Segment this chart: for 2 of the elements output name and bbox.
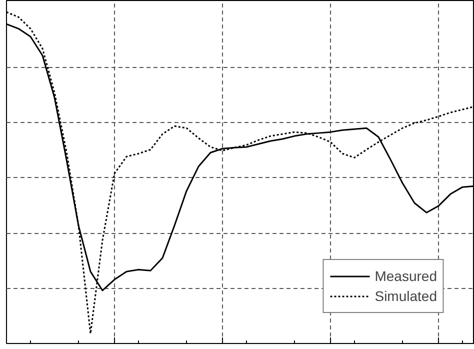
legend-label: Measured xyxy=(374,268,437,284)
legend-label: Simulated xyxy=(374,288,437,304)
